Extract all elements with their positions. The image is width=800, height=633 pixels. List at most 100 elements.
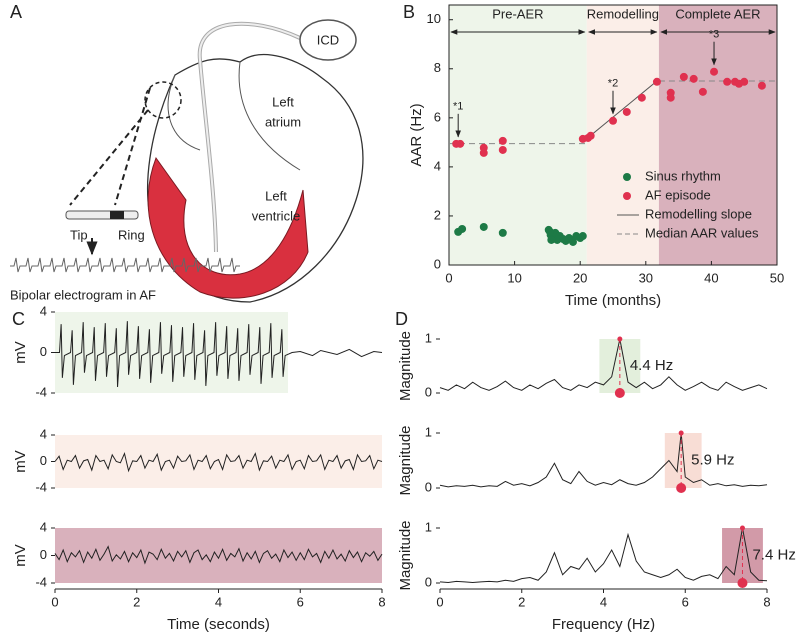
ring-label: Ring xyxy=(118,227,145,242)
chart: -4 0 4 mV xyxy=(12,426,383,494)
x-axis-label: Time (months) xyxy=(565,292,661,309)
y-axis-label: AAR (Hz) xyxy=(408,103,425,166)
y-axis-label: mV xyxy=(12,450,29,473)
point xyxy=(666,93,675,102)
peak-label: 7.4 Hz xyxy=(752,546,795,563)
legend-label: Sinus rhythm xyxy=(645,168,721,183)
lead-inner xyxy=(198,22,301,253)
chart: 0 1 0 2 4 6 8 Frequency (Hz) Magnitude 7.4 Hz xyxy=(397,519,796,633)
ventricle-wall xyxy=(147,156,309,299)
point xyxy=(609,116,617,125)
shade xyxy=(664,433,702,488)
point xyxy=(586,131,595,140)
y-tick-label: 0 xyxy=(40,453,47,468)
x-tick-label: 0 xyxy=(51,594,58,609)
ventricle-label: ventricle xyxy=(252,208,300,223)
shade xyxy=(55,528,382,583)
region-label: Remodelling xyxy=(587,6,659,21)
shade xyxy=(55,312,288,393)
plot-frame xyxy=(448,4,778,266)
chart: -4 0 4 mV C xyxy=(12,303,383,399)
point xyxy=(479,222,488,231)
series-line xyxy=(439,432,768,488)
point xyxy=(698,87,707,96)
point xyxy=(740,77,749,86)
peak-top xyxy=(617,336,623,342)
chart: 0 1 Magnitude D 4.4 Hz xyxy=(395,309,768,401)
chart: 0 1 Magnitude 5.9 Hz xyxy=(397,424,768,496)
chart: Pre-AER Remodelling Complete AER 0 2 4 6 8 10 0 10… xyxy=(403,2,784,309)
point xyxy=(458,224,467,233)
series-line xyxy=(55,321,383,387)
series-line xyxy=(439,527,768,583)
y-axis-label: Magnitude xyxy=(397,520,414,590)
y-tick-label: 2 xyxy=(434,207,441,222)
y-tick-label: 0 xyxy=(425,479,432,494)
x-tick-label: 2 xyxy=(518,594,525,609)
ventricle-label: Left xyxy=(265,188,287,203)
legend-label: AF episode xyxy=(645,187,711,202)
x-tick-label: 20 xyxy=(573,270,587,285)
x-tick-label: 8 xyxy=(378,594,385,609)
point xyxy=(689,74,698,83)
annotation: *2 xyxy=(608,78,618,90)
y-tick-label: 1 xyxy=(425,519,432,534)
electrogram-caption: Bipolar electrogram in AF xyxy=(10,287,156,302)
x-tick-label: 4 xyxy=(600,594,607,609)
point xyxy=(757,81,766,90)
icd-label: ICD xyxy=(317,32,339,47)
y-tick-label: 4 xyxy=(434,158,441,173)
point xyxy=(652,77,661,86)
x-tick-label: 0 xyxy=(436,594,443,609)
series-line xyxy=(54,451,383,473)
y-tick-label: 4 xyxy=(40,426,47,441)
panel-letter: B xyxy=(403,2,415,22)
zoom-circle xyxy=(144,81,182,119)
region-label: Complete AER xyxy=(675,6,760,21)
x-tick-label: 6 xyxy=(682,594,689,609)
y-tick-label: 6 xyxy=(434,109,441,124)
legend-label: Median AAR values xyxy=(645,225,759,240)
region xyxy=(658,5,777,265)
region xyxy=(449,5,587,265)
y-tick-label: 0 xyxy=(425,384,432,399)
annotation: *3 xyxy=(709,29,719,41)
point xyxy=(622,107,631,116)
region-label: Pre-AER xyxy=(492,6,543,21)
point xyxy=(498,136,507,145)
x-tick-label: 10 xyxy=(507,270,521,285)
chart: -4 0 4 0 2 4 6 8 Time (seconds) mV xyxy=(12,519,386,633)
y-tick-label: -4 xyxy=(35,384,47,399)
point xyxy=(723,77,732,86)
y-tick-label: -4 xyxy=(35,479,47,494)
y-tick-label: 10 xyxy=(427,11,441,26)
electrogram xyxy=(10,257,240,273)
x-tick-label: 0 xyxy=(445,270,452,285)
tip-label: Tip xyxy=(70,227,88,242)
y-tick-label: 0 xyxy=(434,256,441,271)
point xyxy=(498,228,507,237)
peak-marker xyxy=(737,578,748,588)
y-tick-label: 8 xyxy=(434,60,441,75)
point xyxy=(479,148,488,157)
peak-marker xyxy=(614,388,625,398)
point xyxy=(456,139,465,148)
series-line xyxy=(439,338,768,391)
peak-label: 5.9 Hz xyxy=(691,451,734,468)
peak-marker xyxy=(676,483,687,493)
atrium-label: Left xyxy=(272,94,294,109)
y-axis-label: mV xyxy=(12,544,29,567)
region xyxy=(586,5,659,265)
point xyxy=(637,93,646,102)
point xyxy=(578,232,587,241)
panel-letter: A xyxy=(10,2,22,22)
x-tick-label: 6 xyxy=(297,594,304,609)
y-tick-label: 0 xyxy=(40,344,47,359)
x-tick-label: 40 xyxy=(704,270,718,285)
peak-label: 4.4 Hz xyxy=(630,357,673,374)
y-tick-label: -4 xyxy=(35,574,47,589)
ring-electrode xyxy=(110,211,124,219)
x-tick-label: 2 xyxy=(133,594,140,609)
legend-marker xyxy=(623,192,631,200)
